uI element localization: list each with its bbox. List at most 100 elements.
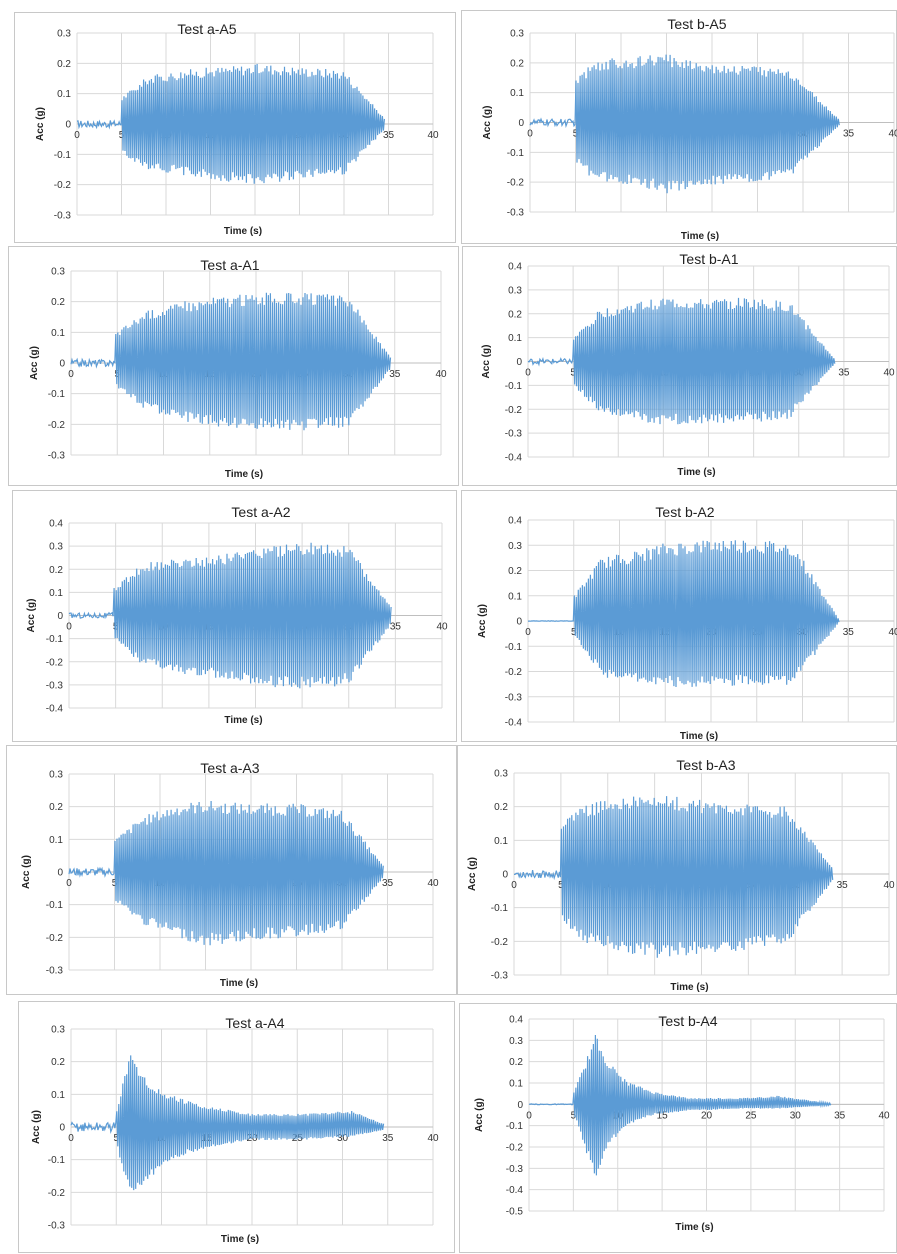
y-tick-label: -0.1 xyxy=(505,642,523,653)
y-tick-label: -0.2 xyxy=(48,1188,66,1199)
x-tick-label: 25 xyxy=(745,1110,757,1121)
x-tick-label: 20 xyxy=(705,627,717,638)
chart-title: Test b-A2 xyxy=(655,504,714,520)
y-tick-label: 0 xyxy=(59,359,65,370)
chart-test-a-a5: 0 5 10 15 20 25 30 35 40 0.3 0.2 0.1 0 -0.1 -0.2 -0.3 Te… xyxy=(14,12,456,243)
y-tick-label: 0.4 xyxy=(508,262,522,273)
x-tick-label: 35 xyxy=(843,627,855,638)
x-tick-label: 40 xyxy=(436,622,448,633)
series-line xyxy=(528,1034,832,1176)
y-tick-label: 0.1 xyxy=(510,88,524,99)
y-tick-label: -0.3 xyxy=(46,680,64,691)
series-line xyxy=(76,63,385,184)
y-tick-label: -0.3 xyxy=(505,429,523,440)
y-tick-label: -0.3 xyxy=(507,208,525,219)
x-tick-label: 30 xyxy=(337,1133,349,1144)
y-tick-label: 0.1 xyxy=(51,1090,65,1101)
series-line xyxy=(68,800,384,946)
x-tick-label: 5 xyxy=(113,1133,119,1144)
y-tick-label: -0.3 xyxy=(48,1221,66,1232)
x-tick-label: 0 xyxy=(526,1110,532,1121)
x-tick-label: 35 xyxy=(838,368,850,379)
y-tick-label: -0.1 xyxy=(506,1121,524,1132)
y-tick-label: -0.1 xyxy=(491,903,509,914)
chart-test-b-a1: 0 5 10 15 20 25 30 35 40 0.4 0.3 0.2 0.1 0 -0.1 -0.2 -0.… xyxy=(462,246,897,486)
y-tick-label: 0 xyxy=(57,611,63,622)
x-tick-label: 40 xyxy=(878,1110,890,1121)
x-axis-label: Time (s) xyxy=(221,1234,259,1245)
x-tick-label: 35 xyxy=(390,622,402,633)
chart-test-a-a3: 0 5 10 15 20 25 30 35 40 0.3 0.2 0.1 0 -0.1 -0.2 -0.3 Te… xyxy=(6,745,457,995)
y-tick-label: -0.1 xyxy=(48,389,66,400)
y-tick-label: 0.3 xyxy=(508,285,522,296)
y-tick-label: 0 xyxy=(65,120,71,131)
y-axis-label: Acc (g) xyxy=(31,1110,42,1144)
x-tick-label: 35 xyxy=(389,369,401,380)
x-tick-label: 20 xyxy=(246,1133,258,1144)
x-tick-label: 0 xyxy=(66,622,72,633)
x-axis-label: Time (s) xyxy=(675,1222,713,1233)
y-tick-label: 0.3 xyxy=(49,542,63,553)
x-tick-label: 5 xyxy=(558,880,564,891)
x-tick-label: 40 xyxy=(888,627,897,638)
y-axis-label: Acc (g) xyxy=(481,345,492,379)
chart-svg: 0 5 10 15 20 25 30 35 400.40.30.20.10-0.1-0.2-0.… xyxy=(481,251,895,478)
chart-title: Test a-A2 xyxy=(231,504,290,520)
y-tick-label: -0.3 xyxy=(54,211,72,222)
x-tick-label: 35 xyxy=(382,878,394,889)
y-tick-label: 0 xyxy=(59,1123,65,1134)
y-tick-label: 0 xyxy=(516,617,522,628)
y-axis-label: Acc (g) xyxy=(467,857,478,891)
series-line xyxy=(514,796,834,958)
x-tick-label: 5 xyxy=(112,878,118,889)
x-tick-label: 5 xyxy=(571,627,577,638)
y-tick-label: 0 xyxy=(516,357,522,368)
chart-svg: 0 5 10 15 20 25 30 35 400.30.20.10-0.1-0.2-0.3Te… xyxy=(29,257,447,480)
y-tick-label: -0.1 xyxy=(48,1155,66,1166)
chart-test-b-a2: 0 5 10 15 20 25 30 35 40 0.4 0.3 0.2 0.1 0 -0.1 -0.2 -0.… xyxy=(461,490,897,742)
series-line xyxy=(70,292,392,431)
x-axis-label: Time (s) xyxy=(670,982,708,993)
x-tick-label: 5 xyxy=(119,130,125,141)
y-tick-label: 0.3 xyxy=(509,1036,523,1047)
y-tick-label: -0.4 xyxy=(46,704,64,715)
y-tick-label: 0 xyxy=(57,868,63,879)
y-tick-label: 0.1 xyxy=(51,328,65,339)
y-tick-label: 0.2 xyxy=(510,58,524,69)
y-tick-label: -0.3 xyxy=(46,966,64,977)
y-tick-label: -0.2 xyxy=(491,937,509,948)
y-tick-label: -0.2 xyxy=(505,667,523,678)
y-tick-label: 0 xyxy=(518,118,524,129)
chart-test-a-a1: 0 5 10 15 20 25 30 35 40 0.3 0.2 0.1 0 -0.1 -0.2 -0.3 Te… xyxy=(8,246,459,486)
series-line xyxy=(70,1055,385,1191)
chart-svg: 0 5 10 15 20 25 30 35 400.40.30.20.10-0.1-0.2-0.… xyxy=(26,504,448,726)
y-axis-label: Acc (g) xyxy=(26,599,37,633)
y-tick-label: -0.1 xyxy=(46,900,64,911)
y-tick-label: -0.3 xyxy=(48,451,66,462)
chart-title: Test a-A3 xyxy=(200,760,259,776)
chart-title: Test a-A1 xyxy=(200,257,259,273)
y-tick-label: 0.2 xyxy=(49,565,63,576)
y-tick-label: -0.1 xyxy=(507,148,525,159)
y-tick-label: 0.1 xyxy=(508,591,522,602)
x-axis-label: Time (s) xyxy=(225,469,263,480)
x-tick-label: 40 xyxy=(883,880,895,891)
x-axis-label: Time (s) xyxy=(680,731,718,742)
y-tick-label: 0.1 xyxy=(49,835,63,846)
y-tick-label: 0.2 xyxy=(508,309,522,320)
x-tick-label: 0 xyxy=(525,368,531,379)
y-tick-label: -0.2 xyxy=(48,420,66,431)
y-tick-label: 0.1 xyxy=(509,1079,523,1090)
y-tick-label: 0.2 xyxy=(494,802,508,813)
x-axis-label: Time (s) xyxy=(224,715,262,726)
y-tick-label: -0.2 xyxy=(505,405,523,416)
x-tick-label: 40 xyxy=(435,369,447,380)
y-tick-label: 0.3 xyxy=(57,29,71,40)
series-line xyxy=(529,54,840,194)
x-axis-label: Time (s) xyxy=(681,231,719,242)
y-tick-label: -0.1 xyxy=(54,150,72,161)
chart-test-b-a5: 0 5 10 15 20 25 30 35 40 0.3 0.2 0.1 0 -0.1 -0.2 -0.3 Te… xyxy=(461,10,897,244)
y-tick-label: 0 xyxy=(517,1100,523,1111)
x-tick-label: 20 xyxy=(701,1110,713,1121)
x-tick-label: 40 xyxy=(427,130,439,141)
